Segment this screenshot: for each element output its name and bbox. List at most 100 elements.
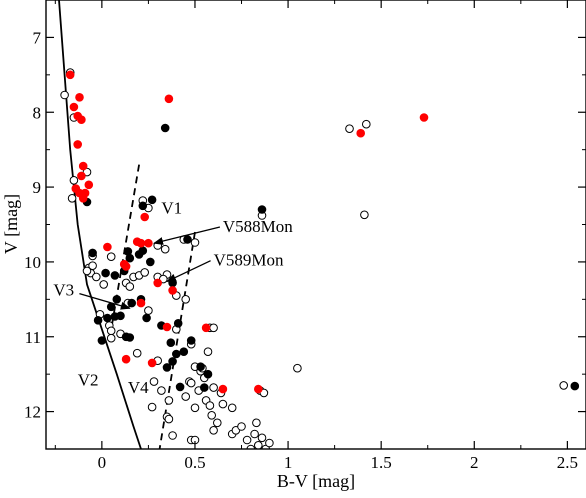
filled-red-point (121, 262, 131, 271)
open-circle-point (88, 261, 97, 271)
open-circle-point (60, 90, 69, 100)
open-circle-point (559, 381, 569, 390)
filled-red-point (78, 194, 88, 203)
open-circle-point (160, 244, 170, 254)
filled-red-point (147, 358, 157, 368)
x-tick-label: 0 (98, 453, 107, 472)
filled-black-point (183, 235, 192, 244)
filled-black-point (257, 205, 267, 214)
open-circle-point (157, 386, 166, 395)
filled-black-point (116, 311, 125, 321)
open-circle-point (257, 433, 267, 443)
open-circle-point (250, 429, 259, 439)
filled-red-point (144, 238, 153, 248)
filled-black-point (101, 268, 110, 278)
x-tick-label: 2 (470, 453, 479, 472)
open-circle-point (106, 333, 116, 343)
filled-black-point (93, 316, 103, 325)
open-circle-point (168, 431, 177, 440)
filled-red-point (77, 171, 86, 181)
filled-red-point (84, 180, 94, 190)
annotation-arrow-v3 (79, 292, 131, 310)
filled-red-point (253, 384, 263, 394)
open-circle-point (205, 401, 215, 410)
filled-red-point (77, 115, 86, 124)
open-circle-point (209, 426, 218, 435)
points-layer (60, 68, 580, 449)
filled-black-point (203, 369, 213, 379)
filled-black-point (172, 349, 181, 359)
filled-black-point (147, 195, 157, 205)
filled-red-point (140, 212, 149, 222)
filled-black-point (97, 336, 107, 345)
y-tick-label: 11 (25, 328, 41, 347)
open-circle-point (67, 194, 77, 203)
filled-black-point (127, 298, 136, 308)
filled-black-point (570, 381, 580, 391)
open-circle-point (181, 392, 190, 401)
x-tick-label: 1 (284, 453, 293, 472)
y-tick-label: 7 (33, 28, 42, 47)
filled-black-point (200, 383, 209, 392)
filled-red-point (153, 278, 162, 288)
open-circle-point (99, 280, 108, 289)
open-circle-point (181, 295, 190, 304)
open-circle-point (345, 124, 354, 133)
open-circle-point (252, 418, 261, 428)
filled-red-point (75, 93, 84, 102)
x-tick-label: 0.5 (184, 453, 205, 472)
filled-black-point (173, 319, 183, 328)
filled-red-point (65, 70, 75, 80)
filled-red-point (69, 102, 79, 112)
open-circle-point (69, 176, 79, 185)
annotation-v589mon: V589Mon (214, 251, 284, 270)
x-axis-label: B-V [mag] (277, 471, 355, 491)
filled-red-point (162, 322, 172, 332)
annotation-layer: V1 V588Mon V589Mon V3 V2 V4 (53, 198, 293, 397)
filled-red-point (73, 140, 82, 149)
filled-red-point (168, 286, 177, 295)
open-circle-point (209, 323, 218, 333)
filled-red-point (218, 384, 228, 394)
open-circle-point (106, 252, 116, 262)
open-circle-point (213, 418, 222, 428)
filled-black-point (179, 347, 189, 357)
filled-black-point (138, 201, 148, 211)
filled-red-point (356, 128, 366, 138)
filled-black-point (88, 248, 97, 258)
open-circle-point (242, 435, 252, 445)
annotation-v3: V3 (53, 281, 74, 300)
zams-curve (58, 0, 142, 449)
annotation-v588mon: V588Mon (223, 217, 293, 236)
open-circle-point (92, 272, 101, 282)
open-circle-point (218, 399, 228, 409)
open-circle-point (360, 210, 369, 220)
open-circle-point (164, 414, 174, 424)
filled-black-point (160, 123, 170, 133)
filled-black-point (138, 246, 148, 255)
filled-red-point (164, 94, 174, 104)
filled-red-point (136, 298, 146, 308)
filled-red-point (132, 237, 142, 246)
open-circle-point (140, 268, 149, 277)
open-circle-point (246, 444, 256, 449)
annotation-arrow-v589mon (166, 260, 211, 282)
filled-red-point (103, 242, 112, 252)
x-tick-label: 2.5 (557, 453, 578, 472)
filled-red-point (121, 354, 131, 364)
open-circle-point (237, 422, 246, 431)
open-circle-point (190, 238, 200, 247)
open-circle-point (203, 347, 213, 357)
annotation-v1: V1 (161, 198, 182, 217)
y-tick-label: 9 (33, 178, 42, 197)
open-circle-point (362, 119, 371, 129)
open-circle-point (227, 403, 237, 413)
filled-black-point (125, 333, 135, 342)
annotation-v4: V4 (128, 378, 149, 397)
y-tick-label: 12 (24, 403, 41, 422)
open-circle-point (144, 306, 153, 315)
open-circle-point (132, 348, 142, 358)
filled-black-point (166, 338, 176, 348)
